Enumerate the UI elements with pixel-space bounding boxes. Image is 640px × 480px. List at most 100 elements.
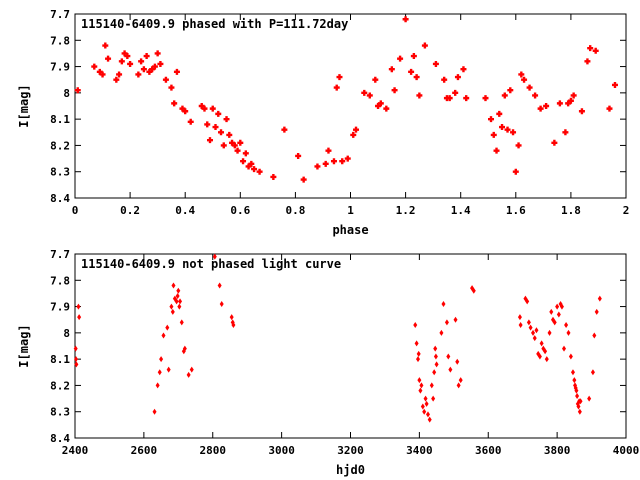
data-point bbox=[152, 408, 157, 415]
data-points-phased bbox=[74, 16, 618, 183]
data-point bbox=[521, 76, 528, 83]
data-point bbox=[565, 100, 572, 107]
data-point bbox=[537, 105, 544, 112]
data-point bbox=[377, 100, 384, 107]
data-point bbox=[217, 282, 222, 289]
data-point bbox=[499, 124, 506, 131]
x-tick-label: 1.2 bbox=[396, 204, 416, 217]
data-point bbox=[416, 92, 423, 99]
data-point bbox=[231, 321, 236, 328]
data-point bbox=[74, 87, 81, 94]
data-point bbox=[245, 163, 252, 170]
data-point bbox=[433, 353, 438, 360]
data-point bbox=[74, 361, 79, 368]
data-point bbox=[490, 131, 497, 138]
data-point bbox=[458, 377, 463, 384]
y-axis-ticks-phased: 7.7 7.8 7.9 8 8.1 8.2 8.3 8.4 bbox=[50, 8, 626, 205]
data-point bbox=[575, 392, 580, 399]
data-point bbox=[219, 300, 224, 307]
data-point bbox=[322, 160, 329, 167]
data-point bbox=[574, 387, 579, 394]
data-point bbox=[165, 324, 170, 331]
data-point bbox=[454, 74, 461, 81]
data-point bbox=[446, 353, 451, 360]
x-axis-ticks-phased: 0 0.2 0.4 0.6 0.8 1 1.2 1.4 1.6 1.8 2 bbox=[72, 14, 629, 217]
y-tick-label: 7.8 bbox=[50, 274, 70, 287]
data-point bbox=[559, 303, 564, 310]
data-point bbox=[113, 76, 120, 83]
data-point bbox=[73, 345, 78, 352]
data-point bbox=[325, 147, 332, 154]
y-tick-label: 7.8 bbox=[50, 34, 70, 47]
data-point bbox=[419, 382, 424, 389]
data-point bbox=[251, 166, 258, 173]
y-tick-label: 7.9 bbox=[50, 301, 70, 314]
x-tick-label: 3000 bbox=[268, 444, 295, 457]
data-point bbox=[240, 158, 247, 165]
x-axis-ticks-unphased: 2400 2600 2800 3000 3200 3400 3600 3800 4000 bbox=[62, 254, 639, 457]
data-point bbox=[576, 403, 581, 410]
x-tick-label: 3200 bbox=[337, 444, 364, 457]
data-point bbox=[568, 353, 573, 360]
data-point bbox=[414, 340, 419, 347]
y-tick-label: 8.4 bbox=[50, 192, 70, 205]
data-point bbox=[176, 287, 181, 294]
data-point bbox=[350, 131, 357, 138]
data-point bbox=[231, 142, 238, 149]
data-point bbox=[532, 335, 537, 342]
data-point bbox=[344, 155, 351, 162]
x-tick-label: 2600 bbox=[131, 444, 158, 457]
data-point bbox=[182, 345, 187, 352]
data-point bbox=[206, 137, 213, 144]
data-point bbox=[532, 92, 539, 99]
data-point bbox=[434, 361, 439, 368]
data-point bbox=[336, 74, 343, 81]
y-tick-label: 7.9 bbox=[50, 61, 70, 74]
data-point bbox=[577, 408, 582, 415]
data-point bbox=[229, 139, 236, 146]
data-point bbox=[453, 316, 458, 323]
data-point bbox=[432, 60, 439, 67]
data-point bbox=[397, 55, 404, 62]
data-point bbox=[212, 253, 217, 260]
data-point bbox=[157, 369, 162, 376]
data-point bbox=[572, 377, 577, 384]
data-point bbox=[242, 150, 249, 157]
data-point bbox=[518, 71, 525, 78]
data-point bbox=[361, 89, 368, 96]
data-point bbox=[446, 95, 453, 102]
data-point bbox=[159, 356, 164, 363]
data-point bbox=[592, 332, 597, 339]
data-point bbox=[552, 319, 557, 326]
data-point bbox=[74, 356, 79, 363]
data-point bbox=[170, 308, 175, 315]
data-point bbox=[281, 126, 288, 133]
data-point bbox=[417, 377, 422, 384]
data-point bbox=[463, 95, 470, 102]
data-point bbox=[391, 87, 398, 94]
x-tick-label: 0 bbox=[72, 204, 79, 217]
data-point bbox=[534, 327, 539, 334]
data-point bbox=[539, 340, 544, 347]
data-point bbox=[99, 71, 106, 78]
data-point bbox=[512, 168, 519, 175]
data-point bbox=[416, 350, 421, 357]
data-point bbox=[441, 300, 446, 307]
x-tick-label: 3600 bbox=[475, 444, 502, 457]
data-point bbox=[212, 124, 219, 131]
data-point bbox=[155, 382, 160, 389]
data-point bbox=[157, 60, 164, 67]
data-point bbox=[429, 382, 434, 389]
data-point bbox=[173, 68, 180, 75]
data-point bbox=[166, 366, 171, 373]
y-tick-label: 7.7 bbox=[50, 248, 70, 261]
data-point bbox=[178, 298, 183, 305]
data-point bbox=[105, 55, 112, 62]
data-point bbox=[161, 332, 166, 339]
data-point bbox=[121, 50, 128, 57]
data-point bbox=[146, 68, 153, 75]
data-point bbox=[127, 60, 134, 67]
data-point bbox=[76, 303, 81, 310]
data-point bbox=[383, 105, 390, 112]
